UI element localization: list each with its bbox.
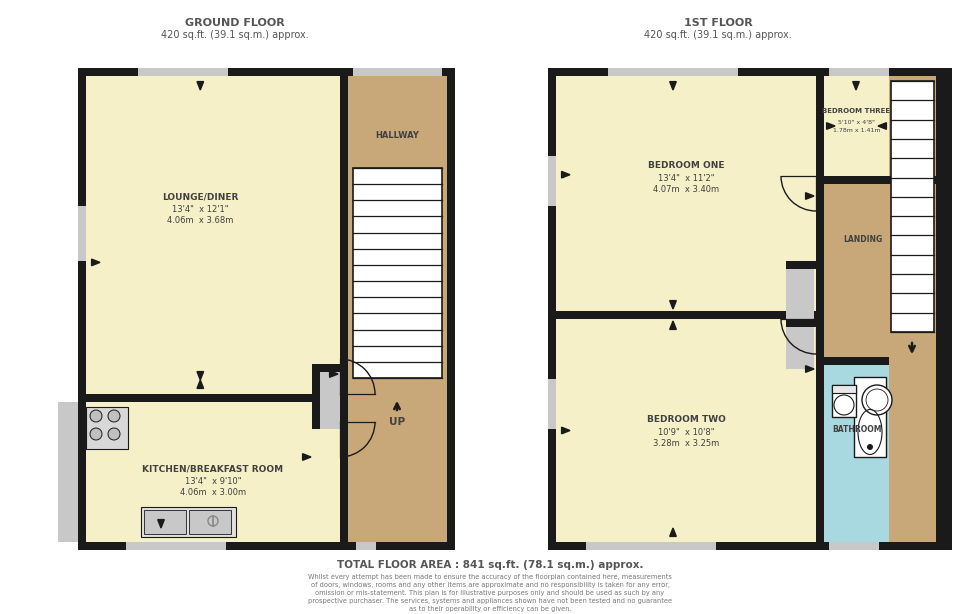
Text: 13'4"  x 12'1": 13'4" x 12'1" bbox=[172, 205, 228, 214]
Bar bbox=[78, 206, 86, 261]
Polygon shape bbox=[826, 123, 835, 130]
Polygon shape bbox=[669, 528, 676, 537]
Bar bbox=[824, 357, 889, 542]
Text: of doors, windows, rooms and any other items are approximate and no responsibili: of doors, windows, rooms and any other i… bbox=[311, 582, 669, 588]
Bar bbox=[138, 68, 228, 76]
Text: 13'4"  x 11'2": 13'4" x 11'2" bbox=[658, 174, 714, 183]
Bar bbox=[608, 68, 738, 76]
Bar bbox=[86, 76, 340, 542]
Polygon shape bbox=[562, 427, 570, 434]
Bar bbox=[556, 311, 824, 319]
Polygon shape bbox=[329, 371, 338, 377]
Text: 5'10" x 4'8": 5'10" x 4'8" bbox=[838, 120, 875, 125]
Text: LOUNGE/DINER: LOUNGE/DINER bbox=[162, 192, 238, 201]
Circle shape bbox=[108, 428, 120, 440]
Text: BEDROOM THREE: BEDROOM THREE bbox=[822, 108, 891, 114]
Polygon shape bbox=[197, 82, 204, 90]
Bar bbox=[548, 379, 556, 429]
Text: 13'4"  x 9'10": 13'4" x 9'10" bbox=[185, 477, 241, 486]
Circle shape bbox=[90, 410, 102, 422]
Text: BEDROOM TWO: BEDROOM TWO bbox=[647, 415, 725, 424]
Polygon shape bbox=[197, 371, 204, 380]
Text: 420 sq.ft. (39.1 sq.m.) approx.: 420 sq.ft. (39.1 sq.m.) approx. bbox=[161, 30, 309, 40]
Polygon shape bbox=[562, 171, 570, 178]
Bar bbox=[356, 542, 376, 550]
Bar bbox=[816, 76, 824, 542]
Bar bbox=[586, 542, 716, 550]
Bar bbox=[832, 385, 856, 417]
Text: GROUND FLOOR: GROUND FLOOR bbox=[185, 18, 285, 28]
Bar bbox=[144, 510, 186, 534]
Text: LANDING: LANDING bbox=[844, 235, 883, 244]
Text: 4.06m  x 3.00m: 4.06m x 3.00m bbox=[180, 488, 246, 497]
Bar bbox=[891, 81, 934, 332]
Bar bbox=[786, 319, 824, 327]
Text: omission or mis-statement. This plan is for illustrative purposes only and shoul: omission or mis-statement. This plan is … bbox=[316, 590, 664, 596]
Bar bbox=[829, 542, 879, 550]
Polygon shape bbox=[158, 519, 165, 528]
Bar bbox=[340, 76, 348, 542]
Text: prospective purchaser. The services, systems and appliances shown have not been : prospective purchaser. The services, sys… bbox=[308, 598, 672, 604]
Circle shape bbox=[108, 410, 120, 422]
Bar bbox=[86, 407, 128, 449]
Polygon shape bbox=[197, 380, 204, 389]
Bar bbox=[824, 176, 889, 357]
Bar bbox=[189, 510, 231, 534]
Bar bbox=[58, 402, 78, 542]
Bar bbox=[829, 68, 889, 76]
Polygon shape bbox=[878, 123, 886, 130]
Bar bbox=[312, 364, 348, 372]
Bar bbox=[353, 168, 442, 378]
Bar bbox=[348, 76, 447, 542]
Bar bbox=[556, 76, 816, 542]
Text: BATHROOM: BATHROOM bbox=[832, 426, 881, 434]
Text: 1.78m x 1.41m: 1.78m x 1.41m bbox=[833, 128, 880, 133]
Text: 3.28m  x 3.25m: 3.28m x 3.25m bbox=[653, 439, 719, 448]
Polygon shape bbox=[669, 301, 676, 309]
Bar bbox=[126, 542, 226, 550]
Text: TOTAL FLOOR AREA : 841 sq.ft. (78.1 sq.m.) approx.: TOTAL FLOOR AREA : 841 sq.ft. (78.1 sq.m… bbox=[337, 560, 643, 570]
Bar bbox=[548, 156, 556, 206]
Bar bbox=[824, 357, 889, 365]
Polygon shape bbox=[303, 454, 311, 460]
Bar bbox=[786, 327, 814, 369]
Polygon shape bbox=[669, 82, 676, 90]
Bar bbox=[78, 68, 455, 550]
Bar bbox=[816, 261, 824, 316]
Polygon shape bbox=[669, 321, 676, 329]
Text: 1ST FLOOR: 1ST FLOOR bbox=[684, 18, 753, 28]
Text: BEDROOM ONE: BEDROOM ONE bbox=[648, 161, 724, 170]
Polygon shape bbox=[91, 259, 100, 266]
Bar bbox=[548, 68, 952, 550]
Text: 10'9"  x 10'8": 10'9" x 10'8" bbox=[658, 428, 714, 437]
Text: KITCHEN/BREAKFAST ROOM: KITCHEN/BREAKFAST ROOM bbox=[142, 464, 283, 473]
Bar bbox=[786, 269, 814, 319]
Text: HALLWAY: HALLWAY bbox=[375, 131, 419, 141]
Text: 420 sq.ft. (39.1 sq.m.) approx.: 420 sq.ft. (39.1 sq.m.) approx. bbox=[644, 30, 792, 40]
Bar bbox=[824, 76, 889, 176]
Text: Whilst every attempt has been made to ensure the accuracy of the floorplan conta: Whilst every attempt has been made to en… bbox=[308, 574, 672, 580]
Polygon shape bbox=[853, 82, 859, 90]
Bar bbox=[832, 385, 856, 393]
Circle shape bbox=[90, 428, 102, 440]
Text: UP: UP bbox=[389, 417, 405, 427]
Bar bbox=[353, 68, 442, 76]
Bar bbox=[320, 372, 340, 429]
Bar bbox=[786, 261, 824, 269]
Bar bbox=[889, 76, 936, 542]
Polygon shape bbox=[806, 193, 814, 200]
Circle shape bbox=[867, 444, 873, 450]
Text: 4.06m  x 3.68m: 4.06m x 3.68m bbox=[168, 216, 233, 225]
Bar bbox=[824, 176, 944, 184]
Bar bbox=[141, 507, 236, 537]
Text: 4.07m  x 3.40m: 4.07m x 3.40m bbox=[653, 185, 719, 194]
Bar bbox=[86, 394, 348, 402]
Text: as to their operability or efficiency can be given.: as to their operability or efficiency ca… bbox=[409, 606, 571, 612]
Polygon shape bbox=[806, 366, 814, 372]
Bar bbox=[854, 377, 886, 457]
Bar bbox=[312, 364, 320, 429]
Circle shape bbox=[862, 385, 892, 415]
